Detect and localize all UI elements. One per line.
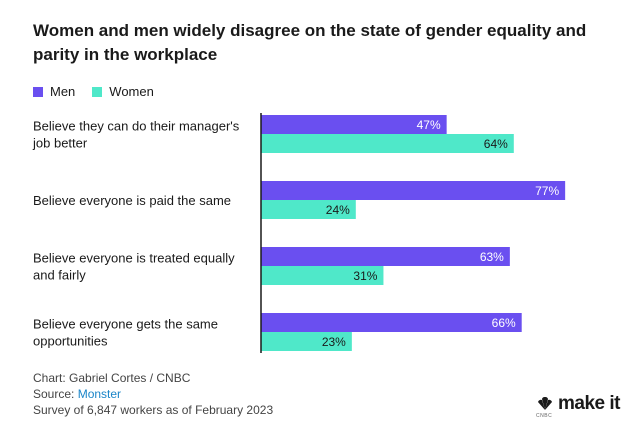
category-label: Believe everyone is paid the same [33,193,231,208]
legend-item-men: Men [33,84,75,99]
legend: Men Women [33,84,171,99]
brand-name: make it [558,393,620,414]
legend-label-men: Men [50,84,76,99]
data-label-women: 31% [353,269,377,283]
category-label: Believe everyone is treated equally [33,251,235,266]
bar-men [261,115,447,134]
bar-women [261,200,356,219]
legend-swatch-men [33,86,43,97]
survey-note: Survey of 6,847 workers as of February 2… [33,403,274,417]
data-label-men: 66% [492,316,516,330]
legend-item-women: Women [92,84,154,99]
category-label: job better [32,136,88,151]
bar-men [261,247,510,266]
data-label-men: 47% [417,118,441,132]
brand-logo: make it CNBC [536,393,620,419]
peacock-icon [538,397,553,410]
chart-title: Women and men widely disagree on the sta… [33,21,587,64]
source-line: Source: Monster [33,386,273,402]
source-link[interactable]: Monster [77,387,122,401]
data-label-women: 24% [326,203,350,217]
legend-swatch-women [92,86,103,97]
data-label-women: 23% [322,335,346,349]
category-label: Believe they can do their manager's [33,119,240,134]
bar-women [261,266,384,285]
bar-women [261,134,514,153]
bar-men [261,313,522,332]
category-label: and fairly [33,268,86,283]
category-label: opportunities [33,334,108,349]
legend-label-women: Women [109,84,154,99]
data-label-men: 77% [535,184,559,198]
bar-women [261,332,352,351]
brand-sub: CNBC [536,413,553,419]
bar-men [261,181,566,200]
source-prefix: Source: [33,387,78,401]
chart-credit: Chart: Gabriel Cortes / CNBC [33,371,191,385]
category-label: Believe everyone gets the same [33,317,218,332]
footer: Chart: Gabriel Cortes / CNBC Source: Mon… [33,370,273,418]
data-label-men: 63% [480,250,504,264]
data-label-women: 64% [484,137,508,151]
